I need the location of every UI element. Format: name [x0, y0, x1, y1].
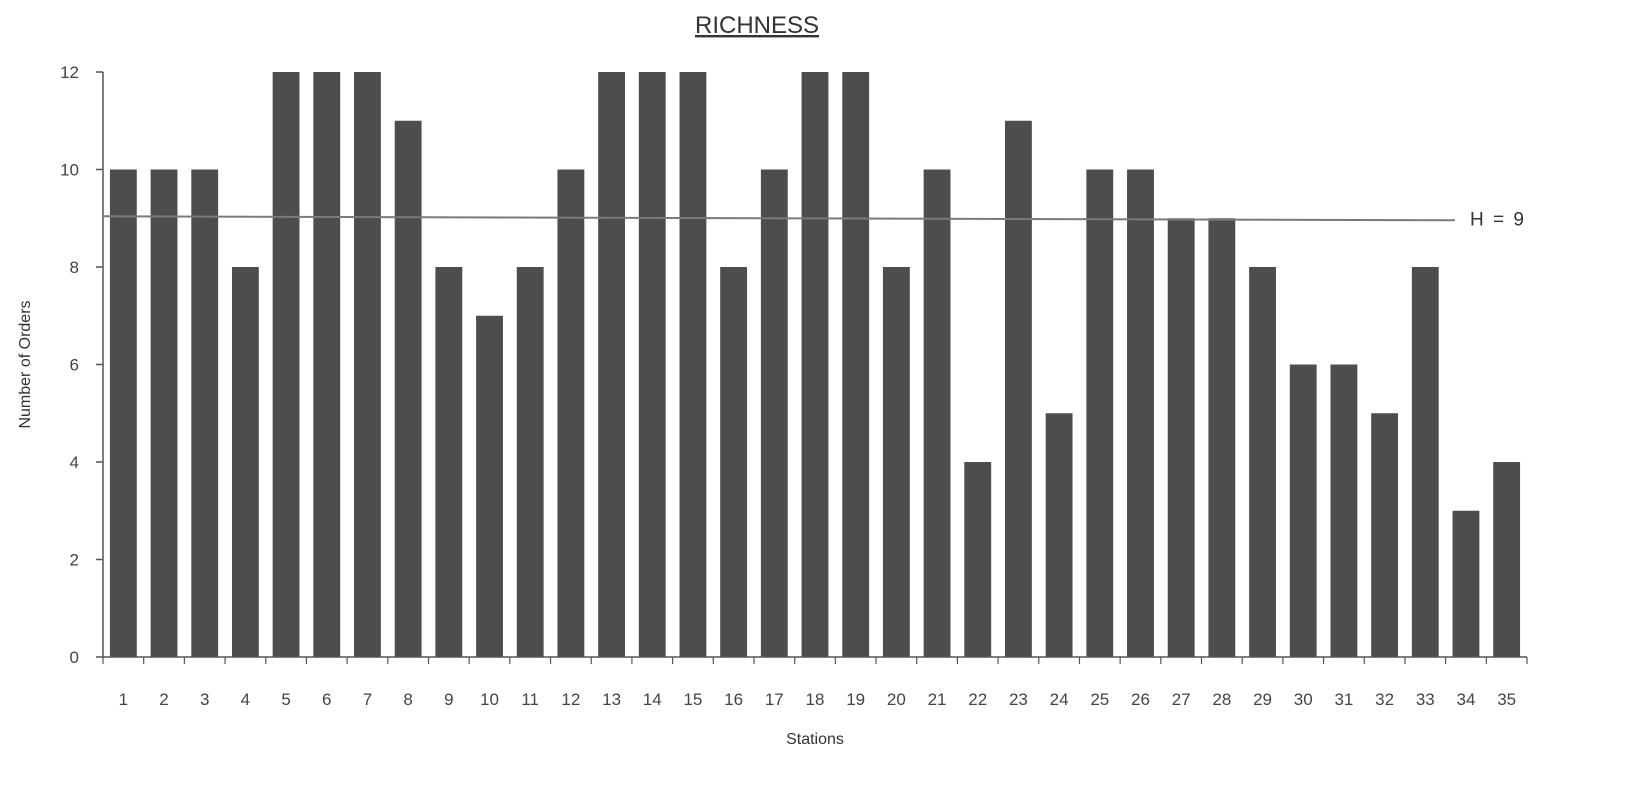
x-tick-label: 22	[968, 690, 987, 709]
bar	[1371, 413, 1399, 657]
x-ticks-group: 1 2 3 4 5 6 7 8 9 10 11 12 13 14 15 16 17 18 19 20 21 22 23 24 2…	[102, 657, 1528, 709]
bar	[1167, 218, 1195, 657]
y-ticks-group: 0 2 4 6 8 10 12	[60, 63, 103, 667]
bar	[638, 72, 666, 657]
x-tick-label: 17	[765, 690, 784, 709]
y-tick-label: 4	[70, 453, 79, 472]
y-tick-label: 2	[70, 551, 79, 570]
x-tick-label: 21	[928, 690, 947, 709]
x-tick-label: 20	[887, 690, 906, 709]
x-tick-label: 1	[119, 690, 128, 709]
bar	[801, 72, 829, 657]
bar	[1086, 169, 1114, 657]
x-tick-label: 28	[1212, 690, 1231, 709]
x-tick-label: 19	[846, 690, 865, 709]
bar	[1452, 510, 1480, 657]
x-tick-label: 5	[281, 690, 290, 709]
bar	[1208, 218, 1236, 657]
x-tick-label: 6	[322, 690, 331, 709]
reference-line	[102, 215, 1456, 222]
x-tick-label: 35	[1497, 690, 1516, 709]
bar	[1493, 462, 1521, 657]
y-tick-label: 10	[60, 161, 79, 180]
x-tick-label: 30	[1294, 690, 1313, 709]
bar	[760, 169, 788, 657]
bar	[435, 267, 463, 657]
x-tick-label: 9	[444, 690, 453, 709]
x-tick-label: 18	[806, 690, 825, 709]
bar	[1249, 267, 1276, 657]
y-tick-label: 8	[70, 258, 79, 277]
bar	[191, 169, 219, 657]
bar	[354, 72, 381, 657]
x-tick-label: 34	[1457, 690, 1476, 709]
x-tick-label: 15	[683, 690, 702, 709]
x-tick-label: 32	[1375, 690, 1394, 709]
bar	[476, 315, 503, 657]
x-tick-label: 23	[1009, 690, 1028, 709]
bar	[313, 72, 341, 657]
x-axis-label: Stations	[786, 731, 844, 748]
x-tick-label: 14	[643, 690, 662, 709]
bar	[923, 169, 951, 657]
x-tick-label: 31	[1334, 690, 1353, 709]
x-tick-label: 7	[363, 690, 372, 709]
x-tick-label: 11	[521, 690, 539, 709]
bar	[231, 267, 259, 657]
reference-line-label: H = 9	[1470, 209, 1526, 230]
x-tick-label: 8	[403, 690, 412, 709]
y-axis-label: Number of Orders	[17, 300, 34, 428]
bar	[150, 169, 178, 657]
x-tick-label: 13	[602, 690, 621, 709]
bars-group	[109, 72, 1521, 657]
x-tick-label: 2	[159, 690, 168, 709]
bar	[598, 72, 625, 657]
bar	[1005, 120, 1032, 657]
bar	[720, 267, 748, 657]
y-tick-label: 6	[70, 356, 79, 375]
bar	[1330, 364, 1358, 657]
bar	[109, 169, 137, 657]
x-tick-label: 29	[1253, 690, 1272, 709]
x-tick-label: 10	[480, 690, 499, 709]
x-tick-label: 4	[241, 690, 250, 709]
x-tick-label: 3	[200, 690, 209, 709]
bar	[557, 169, 585, 657]
bar	[882, 267, 910, 657]
bar	[679, 72, 707, 657]
bar	[1289, 364, 1317, 657]
x-tick-label: 33	[1416, 690, 1435, 709]
x-tick-label: 24	[1050, 690, 1069, 709]
bar	[516, 267, 544, 657]
y-tick-label: 12	[60, 63, 79, 82]
bar	[1127, 169, 1154, 657]
x-tick-label: 27	[1172, 690, 1191, 709]
y-tick-label: 0	[70, 648, 79, 667]
x-tick-label: 26	[1131, 690, 1150, 709]
bar	[964, 462, 992, 657]
x-tick-label: 25	[1090, 690, 1109, 709]
x-tick-label: 16	[724, 690, 743, 709]
bar	[1045, 413, 1073, 657]
bar	[842, 72, 870, 657]
bar	[394, 120, 422, 657]
chart-title: RICHNESS	[695, 12, 819, 39]
bar	[272, 72, 300, 657]
x-tick-label: 12	[561, 690, 580, 709]
bar	[1411, 267, 1439, 657]
